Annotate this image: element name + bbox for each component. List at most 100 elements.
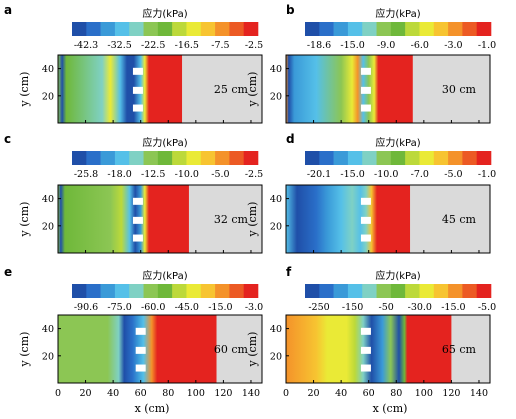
panel-letter: e: [4, 265, 12, 279]
colorbar-segment: [333, 151, 349, 165]
colorbar-segment: [376, 151, 392, 165]
y-tick-label: 20: [42, 221, 54, 232]
colorbar-segment: [229, 284, 244, 298]
colorbar-segment: [347, 151, 363, 165]
x-axis-label-right: x (cm): [373, 402, 408, 415]
anchor-marker: [360, 86, 371, 94]
x-tick-label: 120: [442, 388, 460, 399]
x-tick-label: 60: [135, 388, 147, 399]
y-tick-label: 20: [42, 351, 54, 362]
y-axis-label: y (cm): [18, 332, 31, 368]
depth-label: 32 cm: [214, 213, 249, 226]
x-tick-label: 40: [107, 388, 119, 399]
colorbar-segment: [433, 284, 449, 298]
colorbar-segment: [72, 22, 87, 36]
x-tick-label: 40: [335, 388, 347, 399]
colorbar-segment: [114, 151, 130, 165]
y-tick-label: 40: [270, 64, 282, 75]
colorbar-tick-label: -7.0: [411, 169, 429, 180]
x-tick-label: 60: [363, 388, 375, 399]
colorbar-tick-label: -5.0: [444, 169, 462, 180]
grey-region: [412, 55, 490, 123]
stress-field: [286, 55, 413, 123]
colorbar-tick-label: -60.0: [141, 302, 165, 313]
x-tick-label: 100: [187, 388, 205, 399]
colorbar-segment: [419, 284, 435, 298]
colorbar-segment: [405, 284, 420, 298]
grey-region: [188, 185, 262, 253]
panels-layer: a 应力(kPa) -42.3 -32.5 -22.5 -16.5 -7.5 -2.5 25 c…: [4, 3, 496, 399]
y-axis-label: y (cm): [246, 332, 259, 368]
colorbar-segment: [172, 151, 187, 165]
colorbar-segment: [100, 22, 116, 36]
anchor-marker: [132, 234, 143, 242]
colorbar-segment: [462, 151, 477, 165]
colorbar-tick-label: -7.5: [211, 40, 229, 51]
x-tick-label: 140: [470, 388, 488, 399]
colorbar-segment: [319, 22, 334, 36]
colorbar-tick-label: -18.6: [307, 40, 331, 51]
colorbar-segment: [243, 151, 259, 165]
y-tick-label: 20: [270, 221, 282, 232]
colorbar-segment: [72, 284, 87, 298]
anchor-marker: [135, 364, 146, 372]
colorbar-segment: [186, 151, 202, 165]
colorbar-tick-label: -10.0: [175, 169, 199, 180]
anchor-marker: [132, 197, 143, 205]
x-axis-label-left: x (cm): [135, 402, 170, 415]
colorbar-segment: [129, 151, 144, 165]
colorbar-segment: [129, 22, 144, 36]
colorbar-tick-label: -30.0: [408, 302, 432, 313]
y-tick-label: 40: [42, 324, 54, 335]
colorbar-tick-label: -250: [308, 302, 329, 313]
colorbar-segment: [200, 284, 216, 298]
colorbar-tick-label: -45.0: [175, 302, 199, 313]
colorbar-segment: [86, 151, 101, 165]
colorbar-title: 应力(kPa): [142, 7, 187, 20]
colorbar-segment: [362, 22, 377, 36]
colorbar-segment: [215, 22, 230, 36]
x-tick-label: 140: [242, 388, 260, 399]
colorbar-tick-label: -5.0: [478, 302, 496, 313]
colorbar-segment: [129, 284, 144, 298]
panel-c: c 应力(kPa) -25.8 -18.0 -12.5 -10.0 -5.0 -2.5 32 c…: [4, 132, 263, 254]
panel-f: f 应力(kPa) -250 -150 -50 -30.0 -15.0 -5.0 65 cm 20…: [246, 265, 496, 399]
colorbar-segment: [143, 284, 159, 298]
panel-letter: d: [286, 132, 295, 146]
depth-label: 25 cm: [214, 83, 249, 96]
colorbar-segment: [157, 151, 173, 165]
colorbar-segment: [362, 151, 377, 165]
colorbar-title: 应力(kPa): [375, 7, 420, 20]
colorbar-title: 应力(kPa): [375, 136, 420, 149]
anchor-marker: [360, 197, 371, 205]
plot-frame: [285, 314, 491, 384]
anchor-marker: [360, 346, 371, 354]
colorbar-tick-label: -50: [379, 302, 394, 313]
colorbar-segment: [476, 22, 492, 36]
y-tick-label: 20: [270, 91, 282, 102]
colorbar-segment: [419, 151, 435, 165]
anchor-marker: [135, 327, 146, 335]
colorbar-segment: [215, 151, 230, 165]
anchor-marker: [360, 364, 371, 372]
depth-label: 60 cm: [214, 343, 249, 356]
colorbar-segment: [172, 284, 187, 298]
colorbar-segment: [86, 22, 101, 36]
colorbar-tick-label: -1.0: [478, 169, 496, 180]
colorbar-tick-label: -12.5: [141, 169, 165, 180]
panel-e: e 应力(kPa) -90.6 -75.0 -60.0 -45.0 -15.0 -3.0 60 …: [4, 265, 263, 399]
colorbar-tick-label: -15.0: [340, 169, 364, 180]
colorbar-segment: [243, 22, 259, 36]
anchor-marker: [360, 67, 371, 75]
colorbar-segment: [333, 22, 349, 36]
colorbar-segment: [319, 151, 334, 165]
grey-region: [410, 185, 490, 253]
colorbar-segment: [200, 22, 216, 36]
stress-field: [58, 185, 189, 253]
colorbar-segment: [72, 151, 87, 165]
y-tick-label: 40: [270, 194, 282, 205]
colorbar-segment: [229, 22, 244, 36]
colorbar-tick-label: -42.3: [74, 40, 98, 51]
x-tick-label: 80: [390, 388, 402, 399]
depth-label: 45 cm: [442, 213, 477, 226]
